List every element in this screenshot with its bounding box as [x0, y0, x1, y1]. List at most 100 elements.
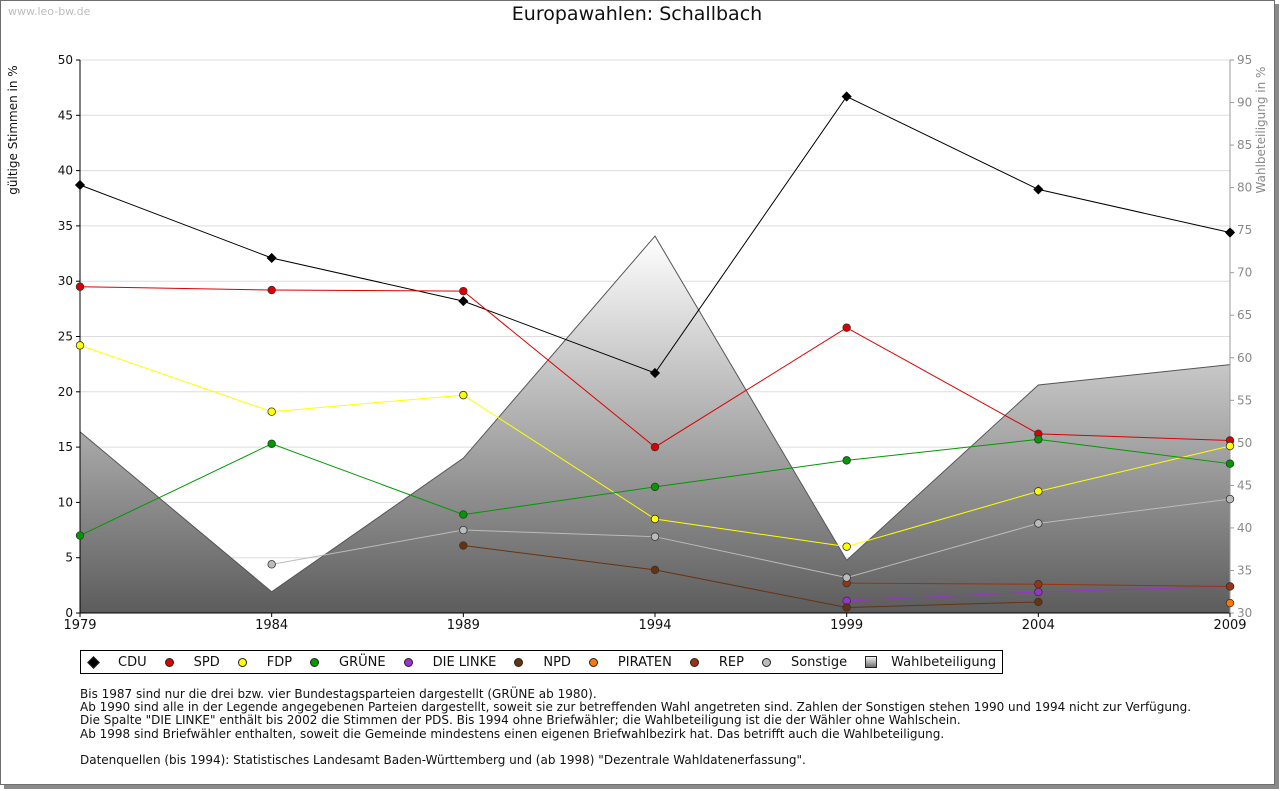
- series-gr-ne-point: [1225, 459, 1235, 468]
- x-tick-label: 1984: [255, 618, 288, 633]
- y2-tick-label: 40: [1237, 521, 1252, 535]
- y2-tick-label: 90: [1237, 96, 1252, 110]
- x-tick-label: 1979: [63, 618, 96, 633]
- series-fdp-point: [842, 542, 851, 551]
- y-tick-label: 20: [58, 385, 73, 399]
- y2-tick-label: 35: [1237, 563, 1252, 577]
- series-fdp-point: [75, 341, 85, 350]
- y-tick-label: 40: [58, 164, 73, 178]
- series-fdp-point: [267, 407, 276, 416]
- series-cdu-point: [1224, 227, 1236, 238]
- legend-label: NPD: [543, 654, 571, 670]
- y-tick-label: 45: [58, 108, 73, 122]
- chart-legend: CDU SPD FDP GRÜNE DIE LINKE NPD PIRATEN REP Sons…: [80, 650, 1004, 674]
- y2-tick-label: 60: [1237, 351, 1252, 365]
- series-cdu-point: [74, 179, 86, 191]
- series-gr-ne-point: [459, 510, 468, 519]
- y-tick-label: 30: [58, 274, 73, 288]
- series-npd-line: [463, 545, 1039, 608]
- series-gr-ne-point: [267, 439, 276, 448]
- x-tick-label: 1994: [638, 618, 671, 633]
- y2-tick-label: 55: [1237, 393, 1252, 407]
- turnout-line: [79, 235, 1231, 593]
- y2-tick-label: 85: [1237, 138, 1252, 152]
- series-cdu-point: [1033, 184, 1044, 195]
- chart-title: Europawahlen: Schallbach: [511, 3, 763, 25]
- y-tick-label: 15: [58, 440, 73, 454]
- series-fdp-point: [650, 514, 660, 524]
- series-rep-point: [1225, 582, 1235, 591]
- y2-tick-label: 30: [1237, 606, 1252, 620]
- legend-label: DIE LINKE: [432, 654, 497, 670]
- note-line: Die Spalte "DIE LINKE" enthält bis 2002 …: [80, 713, 961, 728]
- series-sonstige-point: [1225, 494, 1235, 504]
- legend-label: FDP: [266, 654, 293, 670]
- legend-item: PIRATEN: [588, 654, 672, 670]
- y2-tick-label: 95: [1237, 53, 1252, 67]
- series-npd-point: [1034, 597, 1043, 607]
- legend-marker-icon: [865, 656, 878, 668]
- series-sonstige-point: [650, 532, 660, 541]
- series-spd-point: [650, 442, 660, 452]
- legend-item: Sonstige: [761, 654, 848, 670]
- legend-marker-icon: [761, 657, 771, 667]
- y2-tick-label: 45: [1237, 478, 1252, 492]
- y2-tick-label: 70: [1237, 266, 1252, 280]
- legend-marker-icon: [310, 657, 320, 667]
- legend-item: SPD: [164, 654, 220, 670]
- series-cdu-point: [266, 252, 277, 264]
- watermark: www.leo-bw.de: [8, 5, 91, 18]
- x-tick-label: 1989: [447, 618, 480, 633]
- series-fdp-point: [1034, 487, 1043, 496]
- legend-item: NPD: [514, 655, 571, 670]
- legend-label: Wahlbeteiligung: [891, 654, 997, 670]
- legend-marker-icon: [237, 657, 247, 667]
- legend-marker-icon: [588, 657, 598, 667]
- series-die-linke-point: [1034, 587, 1043, 597]
- series-sonstige-point: [1034, 519, 1043, 528]
- legend-label: PIRATEN: [617, 654, 672, 670]
- legend-marker-icon: [514, 657, 524, 667]
- series-spd-point: [459, 286, 468, 296]
- y-tick-label: 35: [58, 219, 73, 233]
- legend-item: DIE LINKE: [403, 654, 497, 670]
- series-cdu-point: [841, 91, 852, 102]
- series-npd-point: [459, 541, 468, 550]
- legend-marker-icon: [689, 657, 699, 667]
- y-tick-label: 25: [58, 330, 73, 344]
- series-spd-point: [75, 282, 85, 291]
- series-spd-point: [267, 285, 276, 295]
- y-tick-label: 5: [65, 551, 73, 565]
- series-gr-ne-point: [650, 482, 660, 492]
- series-gr-ne-point: [75, 531, 85, 540]
- x-tick-label: 2004: [1022, 618, 1055, 633]
- legend-item: Wahlbeteiligung: [865, 655, 996, 670]
- series-piraten-point: [1225, 598, 1235, 608]
- series-sonstige-point: [459, 525, 468, 535]
- x-tick-label: 2009: [1213, 618, 1246, 633]
- chart-notes: Bis 1987 sind nur die drei bzw. vier Bun…: [80, 687, 1192, 767]
- series-gr-ne-point: [1034, 435, 1043, 444]
- turnout-area: [80, 236, 1230, 613]
- note-line: Ab 1998 sind Briefwähler enthalten, sowe…: [80, 726, 945, 741]
- y2-tick-label: 75: [1237, 223, 1252, 237]
- y2-tick-label: 80: [1237, 181, 1252, 195]
- series-spd-point: [842, 323, 851, 332]
- y-tick-label: 0: [65, 606, 73, 620]
- x-tick-label: 1999: [830, 618, 863, 633]
- note-line: Ab 1990 sind alle in der Legende angegeb…: [80, 700, 1192, 715]
- y2-tick-label: 65: [1237, 308, 1252, 322]
- series-sonstige-point: [267, 560, 276, 569]
- y-tick-label: 50: [58, 53, 73, 67]
- series-gr-ne-point: [842, 456, 851, 465]
- legend-label: CDU: [118, 654, 147, 670]
- series-rep-point: [1034, 580, 1043, 589]
- y2-tick-label: 50: [1237, 436, 1252, 450]
- legend-item: FDP: [237, 654, 293, 670]
- y-tick-label: 10: [58, 495, 73, 509]
- note-line: Bis 1987 sind nur die drei bzw. vier Bun…: [80, 687, 597, 701]
- legend-item: REP: [689, 655, 744, 670]
- legend-label: Sonstige: [790, 654, 848, 670]
- series-fdp-point: [459, 390, 468, 400]
- legend-label: SPD: [193, 654, 220, 670]
